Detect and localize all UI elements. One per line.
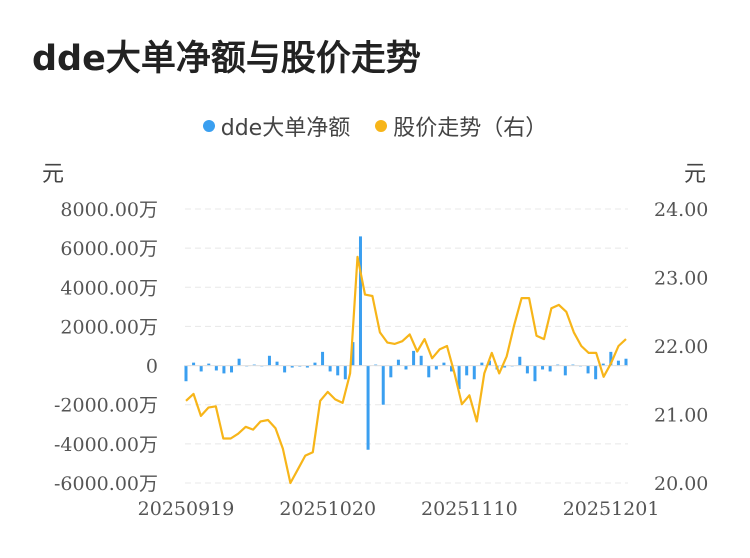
bar: [404, 365, 408, 370]
bar: [313, 362, 317, 366]
bar: [396, 359, 400, 366]
legend-item-dde[interactable]: dde大单净额: [202, 110, 351, 142]
bar: [321, 351, 325, 366]
bar: [366, 365, 370, 450]
bar: [609, 351, 613, 366]
bar: [412, 350, 416, 366]
bar: [594, 365, 598, 380]
y-right-tick-label: 23.00: [654, 268, 708, 290]
legend-dot-dde-icon: [202, 120, 215, 132]
y-left-tick-label: 8000.00万: [60, 199, 158, 221]
y-right-tick-label: 22.00: [654, 336, 708, 358]
legend-dot-price-icon: [375, 120, 388, 132]
y-right-tick-label: 24.00: [654, 199, 708, 221]
price-line: [185, 255, 627, 485]
bar: [518, 356, 522, 366]
bar: [548, 365, 552, 372]
bar: [207, 363, 211, 366]
x-tick-label: 20251020: [279, 498, 376, 520]
bar: [472, 365, 476, 380]
bar: [328, 365, 332, 372]
bar: [434, 365, 438, 370]
y-right-tick-label: 20.00: [654, 473, 708, 495]
bar: [601, 363, 605, 366]
left-axis-unit: 元: [42, 162, 65, 187]
bar: [457, 365, 461, 390]
legend-label-dde: dde大单净额: [220, 116, 351, 141]
bar: [563, 365, 567, 376]
bar: [442, 362, 446, 366]
bar: [533, 365, 537, 382]
bar: [199, 365, 203, 372]
legend: dde大单净额 股价走势（右）: [0, 110, 750, 142]
y-left-tick-label: -6000.00万: [54, 473, 158, 495]
bar: [450, 365, 454, 372]
bar: [184, 365, 188, 382]
y-right-tick-label: 21.00: [654, 405, 708, 427]
y-left-tick-label: -2000.00万: [54, 395, 158, 417]
legend-label-price: 股价走势（右）: [393, 116, 548, 141]
bar: [283, 365, 287, 373]
y-left-tick-label: 2000.00万: [60, 316, 158, 338]
x-tick-label: 20251110: [421, 498, 518, 520]
bar: [222, 365, 226, 374]
bar: [541, 365, 545, 370]
bar: [358, 236, 362, 366]
x-tick-label: 20250919: [138, 498, 235, 520]
bar: [267, 355, 271, 366]
x-tick-label: 20251201: [563, 498, 660, 520]
bar: [336, 365, 340, 376]
bar: [624, 358, 628, 366]
bar: [343, 365, 347, 380]
bar: [214, 365, 218, 371]
bar: [480, 362, 484, 366]
bar: [487, 360, 491, 366]
bar: [305, 365, 309, 368]
bar: [525, 365, 529, 374]
bar: [465, 365, 469, 376]
bar: [351, 342, 355, 366]
bar: [427, 365, 431, 378]
bar: [230, 365, 234, 373]
bar: [586, 365, 590, 374]
bar: [389, 365, 393, 378]
bar: [192, 362, 196, 366]
bar: [290, 365, 294, 368]
y-left-tick-label: 0: [146, 356, 158, 378]
right-axis-unit: 元: [684, 162, 707, 187]
chart-title: dde大单净额与股价走势: [32, 39, 421, 79]
bar: [616, 360, 620, 366]
bar: [237, 358, 241, 366]
y-left-tick-label: 4000.00万: [60, 277, 158, 299]
bar: [503, 365, 507, 368]
y-left-tick-label: 6000.00万: [60, 238, 158, 260]
y-left-tick-label: -4000.00万: [54, 434, 158, 456]
bar: [381, 365, 385, 405]
legend-item-price[interactable]: 股价走势（右）: [375, 110, 547, 142]
bar: [419, 355, 423, 366]
bar: [275, 361, 279, 366]
